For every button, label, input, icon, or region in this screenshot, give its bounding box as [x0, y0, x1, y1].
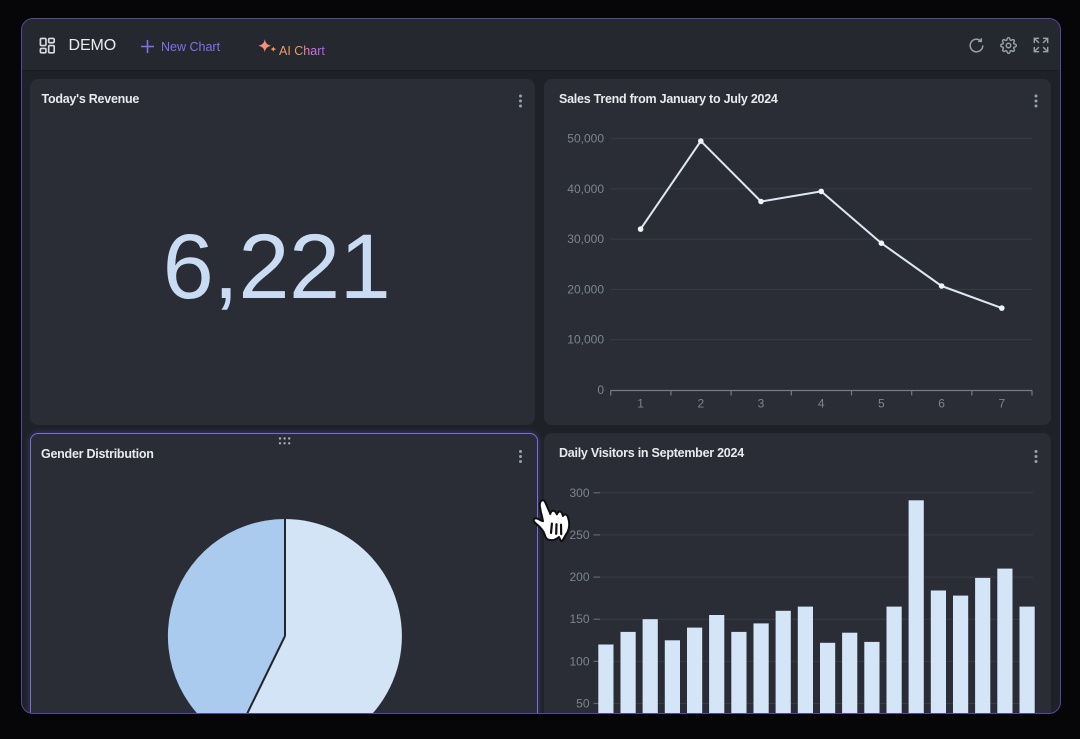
svg-text:7: 7 [998, 397, 1005, 411]
svg-text:200: 200 [569, 570, 589, 584]
svg-text:5: 5 [878, 397, 885, 411]
svg-text:4: 4 [818, 397, 825, 411]
svg-text:2: 2 [697, 397, 704, 411]
svg-text:50: 50 [576, 697, 590, 711]
svg-text:6: 6 [938, 397, 945, 411]
svg-text:10,000: 10,000 [567, 333, 604, 347]
svg-text:100: 100 [569, 654, 589, 668]
svg-text:40,000: 40,000 [567, 182, 604, 196]
svg-text:50,000: 50,000 [567, 132, 604, 146]
svg-text:150: 150 [569, 612, 589, 626]
svg-text:30,000: 30,000 [567, 232, 604, 246]
svg-text:20,000: 20,000 [567, 282, 604, 296]
svg-text:300: 300 [569, 486, 589, 500]
svg-text:0: 0 [597, 383, 604, 397]
svg-text:3: 3 [758, 397, 765, 411]
svg-text:1: 1 [637, 397, 644, 411]
svg-text:250: 250 [569, 528, 589, 542]
